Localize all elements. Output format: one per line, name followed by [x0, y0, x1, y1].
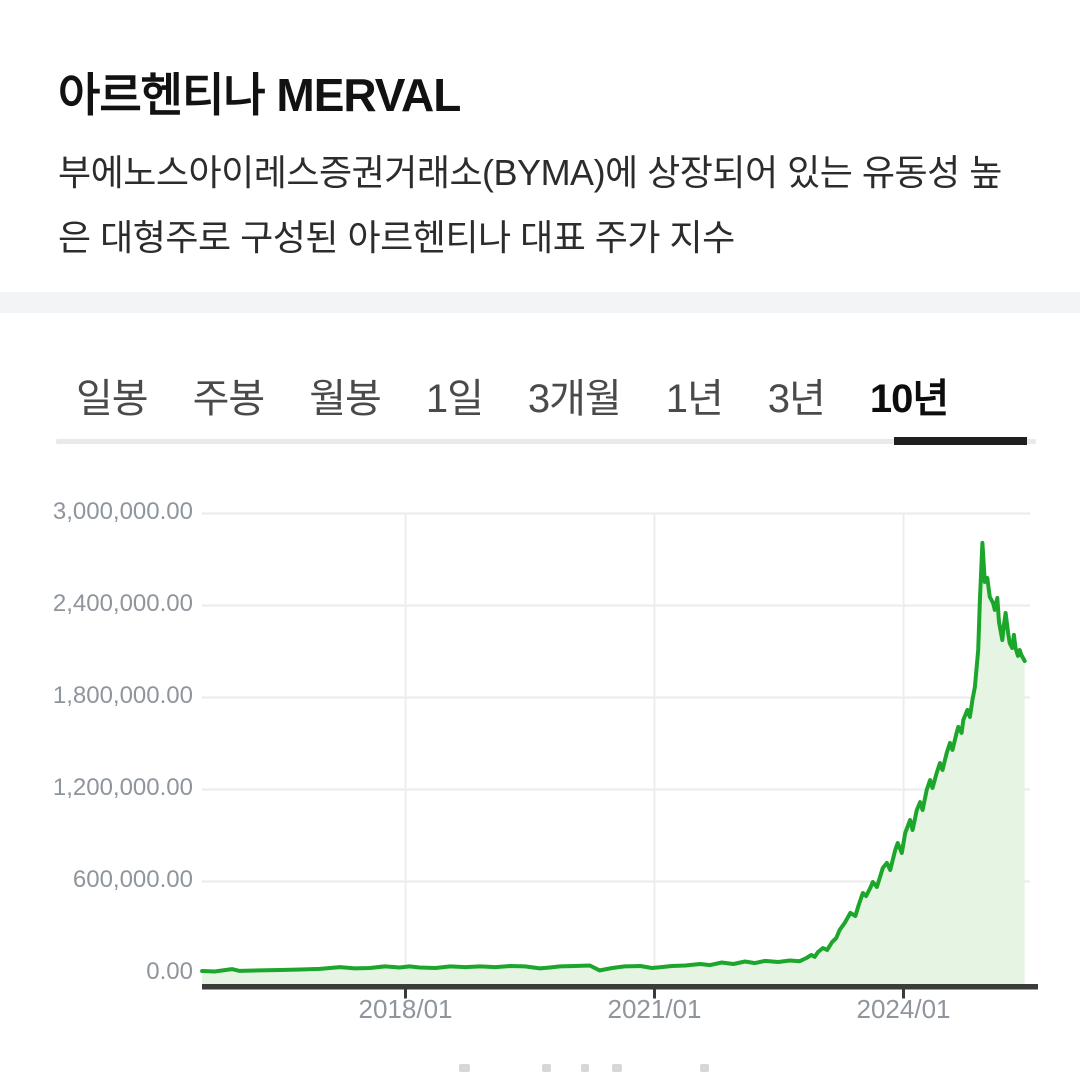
x-axis-tick — [404, 989, 407, 999]
tab-1day[interactable]: 1일 — [425, 377, 484, 421]
tab-3month[interactable]: 3개월 — [527, 377, 622, 421]
page-title: 아르헨티나 MERVAL — [58, 68, 461, 121]
tab-weekly-candle[interactable]: 주봉 — [192, 377, 266, 421]
tab-1year[interactable]: 1년 — [665, 377, 724, 421]
index-description: 부에노스아이레스증권거래소(BYMA)에 상장되어 있는 유동성 높은 대형주로… — [58, 152, 1002, 258]
tab-daily-candle[interactable]: 일봉 — [76, 377, 149, 421]
y-axis-label: 0.00 — [146, 958, 193, 985]
tab-monthly-candle[interactable]: 월봉 — [309, 377, 382, 421]
area-fill — [202, 542, 1025, 984]
active-tab-indicator — [894, 437, 1027, 445]
x-axis-label: 2018/01 — [359, 994, 453, 1024]
y-axis-label: 1,200,000.00 — [53, 774, 193, 801]
tab-10year[interactable]: 10년 — [869, 377, 949, 421]
section-divider-band — [0, 292, 1080, 313]
y-axis-label: 2,400,000.00 — [53, 590, 193, 617]
period-tab-bar: 일봉 주봉 월봉 1일 3개월 1년 3년 10년 — [76, 366, 1040, 424]
y-axis-label: 1,800,000.00 — [53, 682, 193, 709]
tab-3year[interactable]: 3년 — [767, 377, 826, 421]
x-axis-line — [202, 984, 1038, 990]
x-axis-tick — [902, 989, 905, 999]
tab-underline-track — [56, 439, 1036, 444]
x-axis-label: 2024/01 — [857, 994, 951, 1024]
price-line — [200, 540, 1027, 974]
x-axis-tick — [653, 989, 656, 999]
x-axis-label: 2021/01 — [608, 994, 702, 1024]
y-axis-label: 3,000,000.00 — [53, 498, 193, 525]
y-axis-label: 600,000.00 — [73, 866, 193, 893]
